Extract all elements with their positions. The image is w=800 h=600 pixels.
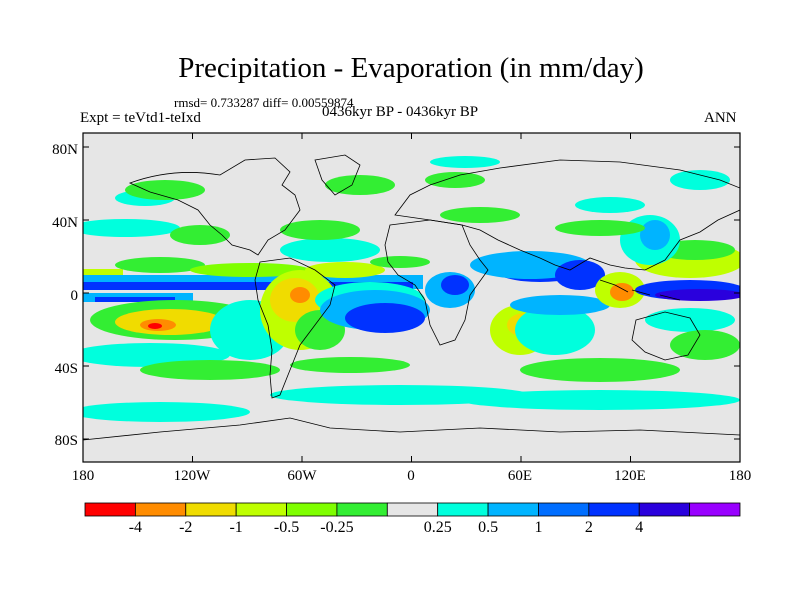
anomaly-field xyxy=(83,156,740,422)
colorbar-swatch xyxy=(185,502,237,517)
colorbar-label: 0.25 xyxy=(423,519,452,536)
colorbar-label: 1 xyxy=(534,519,543,536)
lon-label-60w: 60W xyxy=(287,468,317,484)
colorbar-swatch xyxy=(386,502,439,517)
colorbar-swatch xyxy=(538,502,590,517)
colorbar-swatch xyxy=(286,502,338,517)
colorbar-swatch xyxy=(588,502,640,517)
lon-label-120w: 120W xyxy=(173,468,211,484)
colorbar-label: -2 xyxy=(179,519,193,536)
colorbar-label: 4 xyxy=(635,519,644,536)
colorbar-swatch xyxy=(134,502,187,517)
colorbar-label: -0.5 xyxy=(273,519,300,536)
colorbar xyxy=(84,502,741,517)
colorbar-label: -1 xyxy=(229,519,243,536)
lon-label-0: 0 xyxy=(407,468,415,484)
colorbar-swatch xyxy=(487,502,539,517)
lat-label-40s: 40S xyxy=(54,361,78,377)
colorbar-swatch xyxy=(336,502,388,517)
lat-label-80n: 80N xyxy=(52,142,78,158)
lon-label-120e: 120E xyxy=(614,468,646,484)
plot-title: Precipitation - Evaporation (in mm/day) xyxy=(178,52,644,84)
lat-label-40n: 40N xyxy=(52,215,78,231)
lon-label-180w: 180 xyxy=(71,468,95,484)
experiment-label: Expt = teVtd1-teIxd xyxy=(80,110,201,126)
lon-label-180e: 180 xyxy=(728,468,752,484)
colorbar-swatch xyxy=(437,502,489,517)
coastlines xyxy=(83,154,740,441)
colorbar-swatch xyxy=(689,502,741,517)
colorbar-swatch xyxy=(638,502,691,517)
colorbar-label: -0.25 xyxy=(320,519,354,536)
stats-label: rmsd= 0.733287 diff= 0.00559874 xyxy=(174,95,354,110)
colorbar-label: -4 xyxy=(128,519,143,536)
lat-label-80s: 80S xyxy=(54,433,78,449)
colorbar-swatch xyxy=(235,502,287,517)
colorbar-swatch xyxy=(84,502,136,517)
period-label: 0436kyr BP - 0436kyr BP xyxy=(322,104,479,120)
season-label: ANN xyxy=(704,110,737,126)
lon-label-60e: 60E xyxy=(507,468,533,484)
colorbar-label: 0.5 xyxy=(478,519,499,536)
colorbar-label: 2 xyxy=(584,519,593,536)
lat-label-0: 0 xyxy=(70,288,79,304)
